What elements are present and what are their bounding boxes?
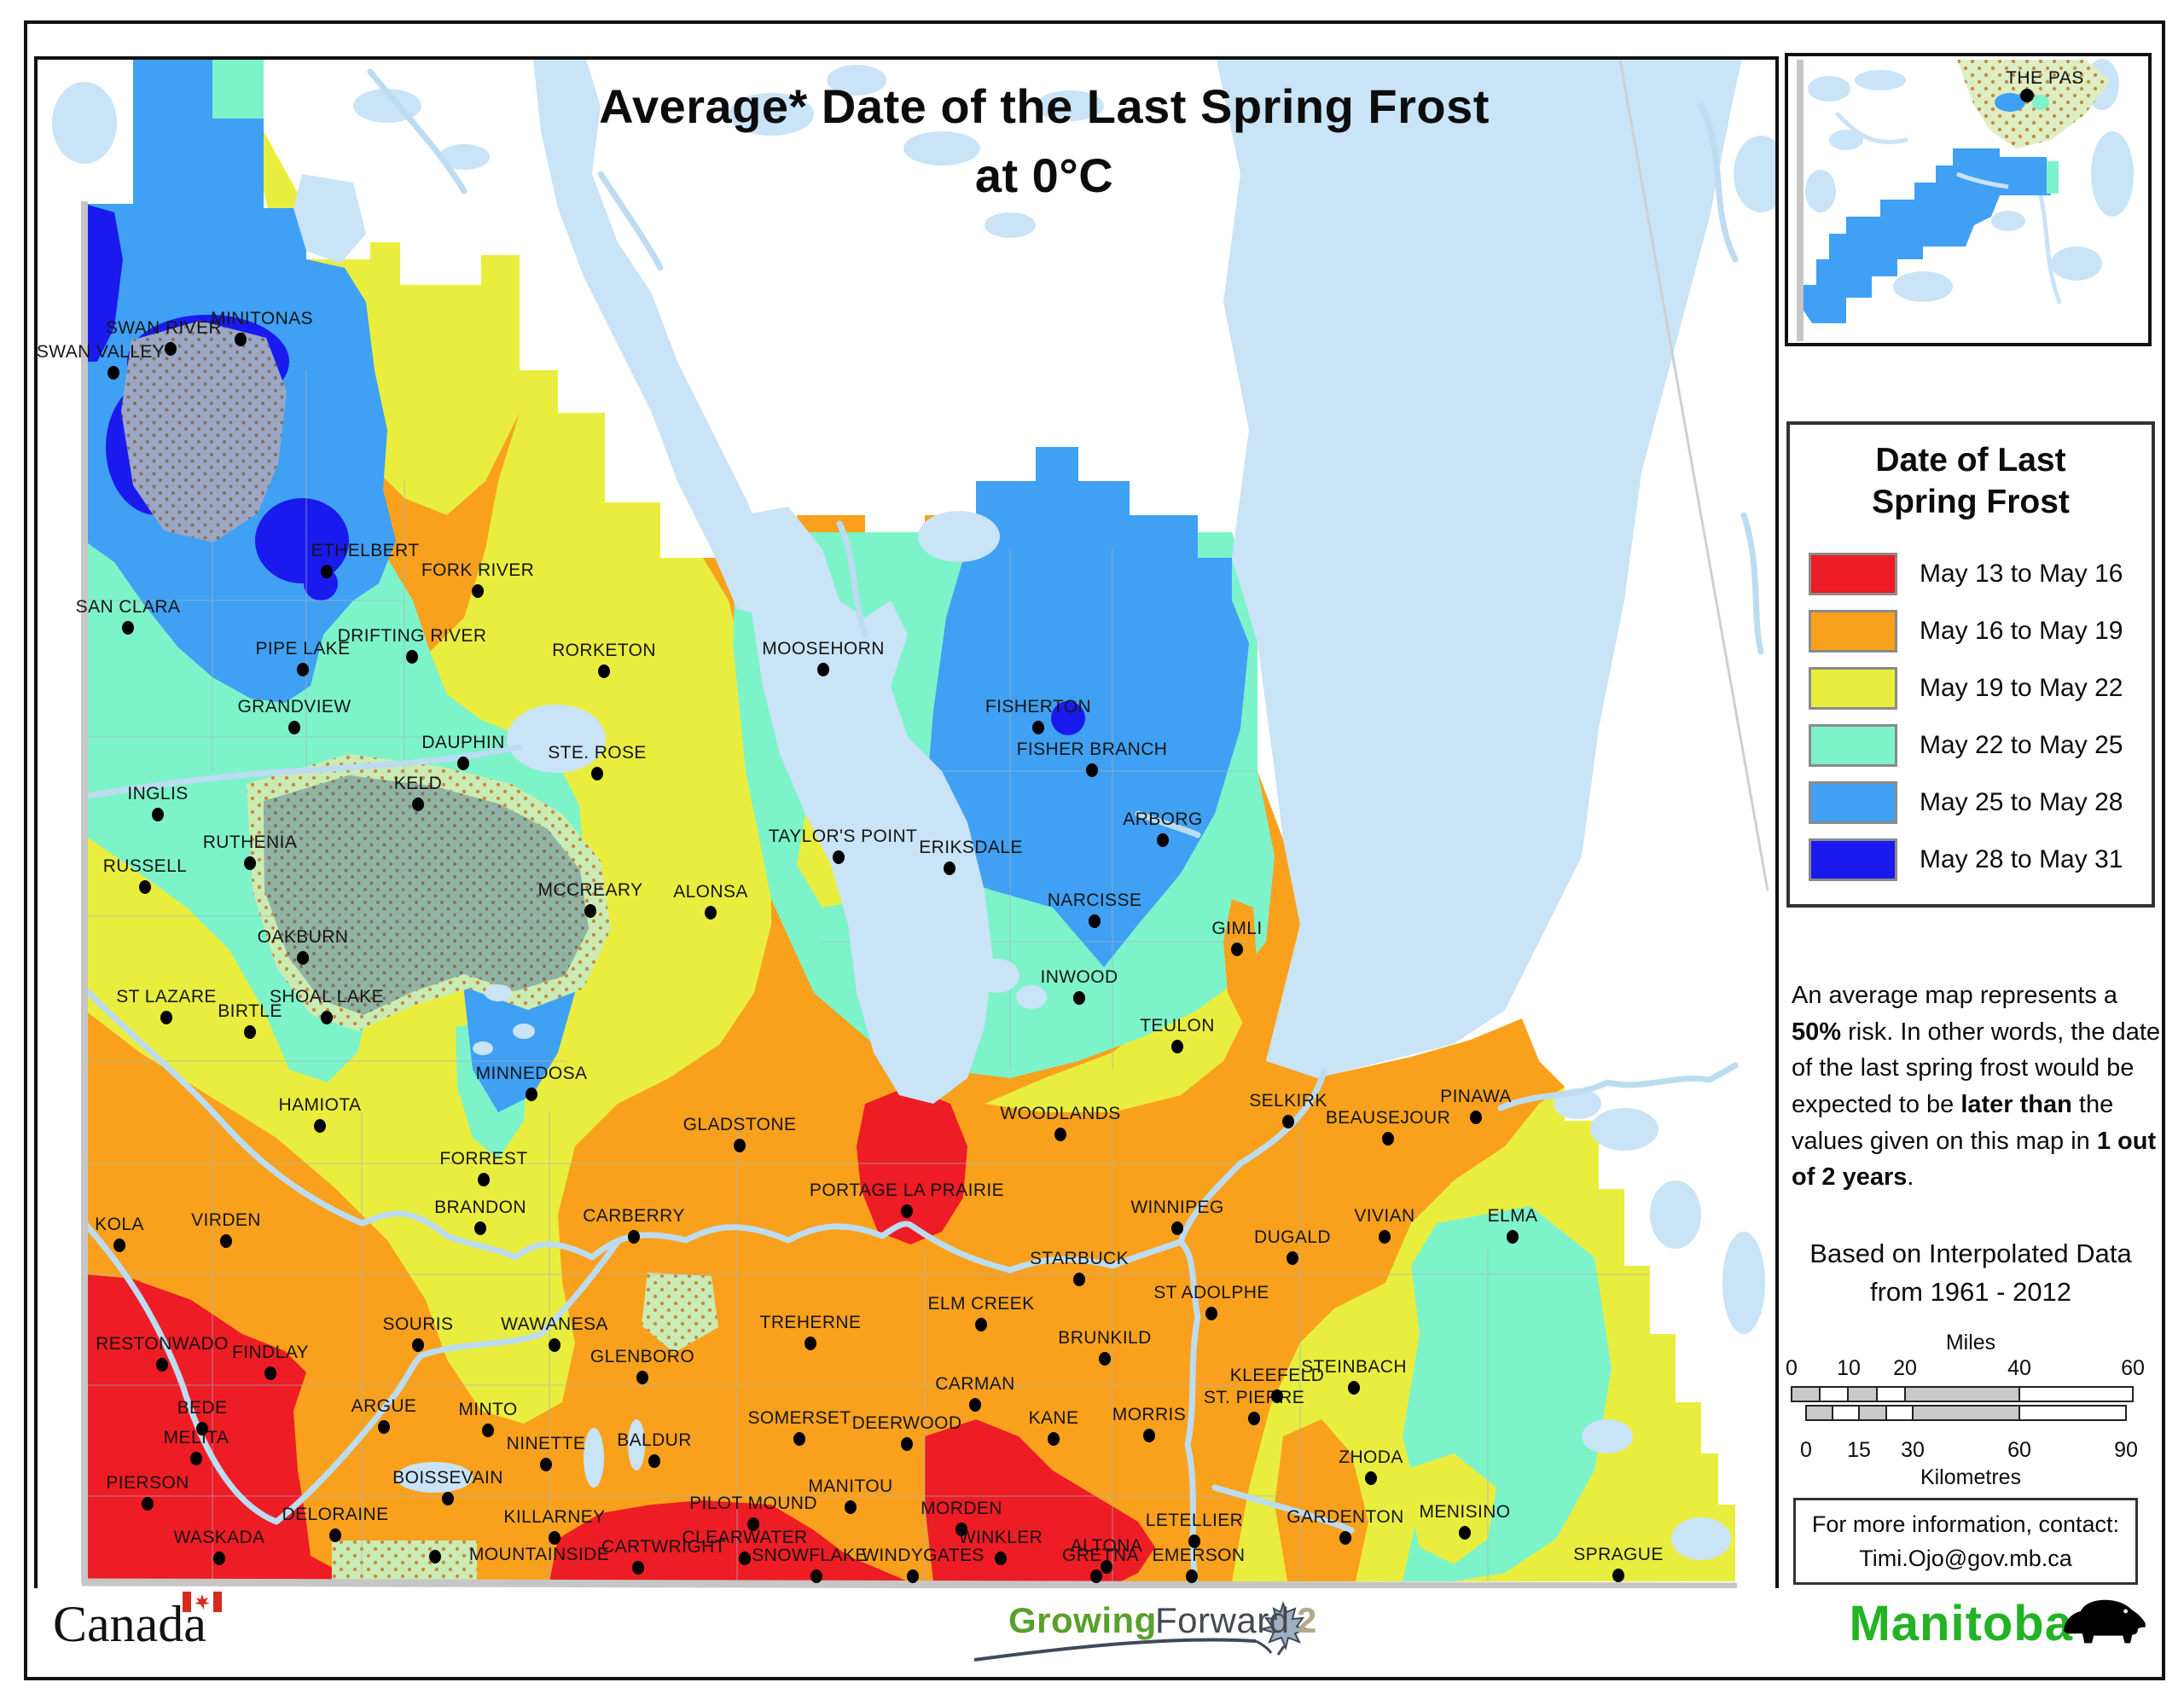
sheet-border bbox=[24, 20, 2165, 1680]
legend-items: May 13 to May 16 May 16 to May 19 May 19 t… bbox=[1809, 546, 2152, 889]
legend: Date of Last Spring Frost May 13 to May … bbox=[1786, 421, 2155, 908]
scale-tick: 10 bbox=[1837, 1356, 1861, 1380]
rivers bbox=[81, 68, 1764, 1583]
source-line2: from 1961 - 2012 bbox=[1869, 1276, 2072, 1307]
scale-tick: 60 bbox=[2007, 1438, 2031, 1462]
gf2-growing: Growing bbox=[1008, 1600, 1157, 1640]
legend-title: Date of Last Spring Frost bbox=[1790, 440, 2152, 524]
scale-miles-title: Miles bbox=[1945, 1331, 1996, 1354]
source-note: Based on Interpolated Data from 1961 - 2… bbox=[1783, 1235, 2158, 1312]
note-run: . bbox=[1907, 1163, 1914, 1192]
gf2-two: 2 bbox=[1297, 1600, 1317, 1640]
note-run: 50% bbox=[1792, 1018, 1842, 1046]
legend-swatch bbox=[1809, 667, 1897, 710]
legend-swatch bbox=[1809, 724, 1897, 767]
scale-bar: Miles 0 10 20 40 60 0 15 30 60 90 Kilometres bbox=[1783, 1331, 2158, 1493]
legend-item: May 25 to May 28 bbox=[1809, 774, 2152, 832]
park-areas bbox=[121, 321, 718, 1580]
municipal-boundaries bbox=[84, 370, 1710, 1581]
note-text: An average map represents a 50% risk. In… bbox=[1792, 977, 2164, 1196]
legend-swatch bbox=[1809, 781, 1897, 824]
note-run: 1 out of 2 years bbox=[1792, 1127, 2157, 1192]
legend-item: May 22 to May 25 bbox=[1809, 717, 2152, 774]
scale-tick: 15 bbox=[1847, 1438, 1871, 1462]
scale-tick: 40 bbox=[2007, 1356, 2031, 1380]
province-border bbox=[81, 60, 1769, 1588]
manitoba-wordmark: Manitoba bbox=[1849, 1595, 2146, 1652]
legend-item: May 19 to May 22 bbox=[1809, 660, 2152, 717]
legend-title-line2: Spring Frost bbox=[1872, 483, 2070, 520]
note-run: the values given on this map in bbox=[1792, 1090, 2114, 1155]
legend-label: May 16 to May 19 bbox=[1920, 617, 2123, 645]
legend-label: May 13 to May 16 bbox=[1920, 560, 2123, 588]
scale-miles-ticks: 0 10 20 40 60 bbox=[1783, 1356, 2158, 1380]
scale-tick: 30 bbox=[1901, 1438, 1925, 1462]
legend-swatch bbox=[1809, 838, 1897, 881]
bison-icon bbox=[2064, 1599, 2146, 1644]
gf2-graphic bbox=[973, 1600, 1310, 1662]
legend-title-line1: Date of Last bbox=[1875, 442, 2066, 479]
contact-box: For more information, contact: Timi.Ojo@… bbox=[1793, 1498, 2138, 1585]
scale-km-title: Kilometres bbox=[1920, 1465, 2022, 1489]
legend-label: May 28 to May 31 bbox=[1920, 845, 2123, 873]
map-title: Average* Date of the Last Spring Frost a… bbox=[413, 72, 1676, 210]
canada-flag-icon bbox=[183, 1592, 222, 1612]
legend-item: May 28 to May 31 bbox=[1809, 832, 2152, 889]
footer: Canada Growing Forward 2 Manitoba bbox=[27, 1588, 2158, 1673]
lakes bbox=[52, 60, 1775, 1560]
manitoba-text: Manitoba bbox=[1849, 1596, 2073, 1651]
contact-email: Timi.Ojo@gov.mb.ca bbox=[1859, 1546, 2072, 1571]
note-run: risk. In other words, the date of the la… bbox=[1792, 1018, 2161, 1118]
scale-tick: 0 bbox=[1786, 1356, 1798, 1380]
contact-line1: For more information, contact: bbox=[1811, 1511, 2120, 1537]
note-run: An average map represents a bbox=[1792, 982, 2118, 1009]
canada-text: Canada bbox=[53, 1596, 206, 1652]
growing-forward-2-logo: Growing Forward 2 bbox=[957, 1593, 1316, 1670]
legend-label: May 19 to May 22 bbox=[1920, 674, 2123, 702]
map-title-line1: Average* Date of the Last Spring Frost bbox=[599, 79, 1490, 133]
scale-km-ticks: 0 15 30 60 90 bbox=[1783, 1438, 2158, 1462]
scale-tick: 90 bbox=[2114, 1438, 2138, 1462]
source-line1: Based on Interpolated Data bbox=[1809, 1238, 2132, 1268]
main-map: Average* Date of the Last Spring Frost a… bbox=[34, 56, 1779, 1592]
legend-label: May 25 to May 28 bbox=[1920, 788, 2123, 816]
scale-bars-graphic bbox=[1791, 1386, 2134, 1421]
map-title-line2: at 0°C bbox=[974, 148, 1114, 203]
legend-label: May 22 to May 25 bbox=[1920, 731, 2123, 759]
canada-wordmark: Canada bbox=[53, 1592, 222, 1654]
gf2-forward: Forward bbox=[1155, 1600, 1290, 1640]
scale-tick: 20 bbox=[1893, 1356, 1917, 1380]
inset-place-label: THE PAS bbox=[2006, 68, 2084, 88]
inset-map: THE PAS bbox=[1785, 53, 2152, 346]
legend-swatch bbox=[1809, 553, 1897, 595]
scale-tick: 60 bbox=[2121, 1356, 2145, 1380]
legend-item: May 16 to May 19 bbox=[1809, 603, 2152, 660]
inset-graphic bbox=[1797, 59, 2134, 341]
legend-item: May 13 to May 16 bbox=[1809, 546, 2152, 603]
note-run: later than bbox=[1960, 1090, 2072, 1118]
legend-swatch bbox=[1809, 610, 1897, 653]
map-graphic bbox=[52, 60, 1775, 1588]
scale-tick: 0 bbox=[1800, 1438, 1812, 1462]
